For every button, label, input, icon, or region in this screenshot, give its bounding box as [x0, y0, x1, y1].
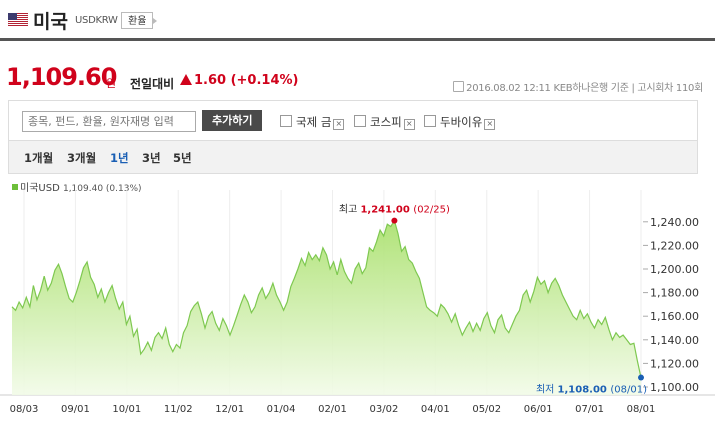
- y-tick-label: 1,200.00: [650, 263, 699, 276]
- x-tick-label: 09/01: [61, 404, 90, 415]
- low-point: [638, 374, 644, 381]
- exchange-button[interactable]: 환율: [121, 12, 158, 29]
- exchange-rate-chart: 1,100.00 1,120.00 1,140.00 1,160.00 1,180.00…: [0, 190, 715, 415]
- remove-icon[interactable]: ×: [403, 119, 415, 130]
- tab-3y[interactable]: 3년: [142, 151, 161, 165]
- y-tick-label: 1,120.00: [650, 357, 699, 370]
- checkbox[interactable]: [354, 115, 366, 127]
- series-area: [12, 220, 641, 395]
- x-tick-label: 04/01: [421, 404, 450, 415]
- checkbox[interactable]: [424, 115, 436, 127]
- x-tick-label: 08/01: [627, 404, 656, 415]
- clock-icon: [453, 81, 465, 92]
- compare-panel: [8, 100, 698, 140]
- x-tick-label: 12/01: [215, 404, 244, 415]
- change-label: 전일대비: [130, 77, 175, 91]
- quote-meta-text: 2016.08.02 12:11 KEB하나은행 기준 | 고시회차 110회: [466, 83, 703, 94]
- compare-label: 코스피: [370, 115, 402, 129]
- header: 미국 USDKRW 환율: [0, 0, 715, 40]
- y-tick-label: 1,160.00: [650, 310, 699, 323]
- page-title: 미국: [33, 11, 68, 33]
- y-tick-label: 1,100.00: [650, 381, 699, 394]
- add-button[interactable]: 추가하기: [202, 110, 263, 131]
- x-tick-label: 07/01: [575, 404, 604, 415]
- y-tick-label: 1,140.00: [650, 334, 699, 347]
- x-tick-label: 08/03: [10, 404, 39, 415]
- compare-kospi[interactable]: 코스피 ×: [354, 114, 415, 130]
- low-label: 최저 1,108.00 (08/01): [536, 384, 647, 396]
- tab-1m[interactable]: 1개월: [24, 151, 54, 165]
- remove-icon[interactable]: ×: [333, 119, 345, 130]
- x-tick-label: 11/02: [164, 404, 193, 415]
- period-tabs: [8, 140, 698, 174]
- current-price: 1,109.60: [6, 63, 117, 91]
- checkbox[interactable]: [280, 115, 292, 127]
- compare-label: 두바이유: [440, 115, 483, 129]
- tab-5y[interactable]: 5년: [173, 151, 192, 165]
- quote-meta: 2016.08.02 12:11 KEB하나은행 기준 | 고시회차 110회: [453, 79, 703, 94]
- legend-value: 1,109.40 (0.13%): [62, 184, 142, 194]
- x-tick-label: 02/01: [318, 404, 347, 415]
- x-tick-label: 03/02: [370, 404, 399, 415]
- us-flag-icon: [8, 13, 28, 26]
- y-tick-label: 1,240.00: [650, 216, 699, 229]
- x-tick-label: 01/04: [267, 404, 296, 415]
- compare-gold[interactable]: 국제 금 ×: [280, 114, 345, 130]
- high-label: 최고 1,241.00 (02/25): [339, 204, 450, 216]
- price-unit: 원: [106, 77, 117, 90]
- x-tick-label: 10/01: [112, 404, 141, 415]
- up-arrow-icon: [180, 74, 192, 85]
- legend-label: 미국USD: [20, 183, 60, 194]
- compare-label: 국제 금: [296, 115, 332, 129]
- tab-1y[interactable]: 1년: [110, 151, 129, 165]
- header-divider: [0, 38, 715, 41]
- change-value-wrap: 1.60 (+0.14%): [180, 73, 298, 88]
- remove-icon[interactable]: ×: [484, 119, 496, 130]
- y-tick-label: 1,220.00: [650, 239, 699, 252]
- legend-swatch: [12, 184, 18, 190]
- x-tick-label: 05/02: [472, 404, 501, 415]
- search-input[interactable]: [22, 111, 196, 132]
- change-value: 1.60 (+0.14%): [194, 73, 299, 88]
- chart-legend: 미국USD 1,109.40 (0.13%): [12, 179, 142, 194]
- x-tick-label: 06/01: [524, 404, 553, 415]
- y-tick-label: 1,180.00: [650, 287, 699, 300]
- currency-code: USDKRW: [75, 15, 118, 26]
- compare-dubai[interactable]: 두바이유 ×: [424, 114, 496, 130]
- series-line: [11, 219, 642, 378]
- high-point: [391, 217, 398, 224]
- tab-3m[interactable]: 3개월: [67, 151, 97, 165]
